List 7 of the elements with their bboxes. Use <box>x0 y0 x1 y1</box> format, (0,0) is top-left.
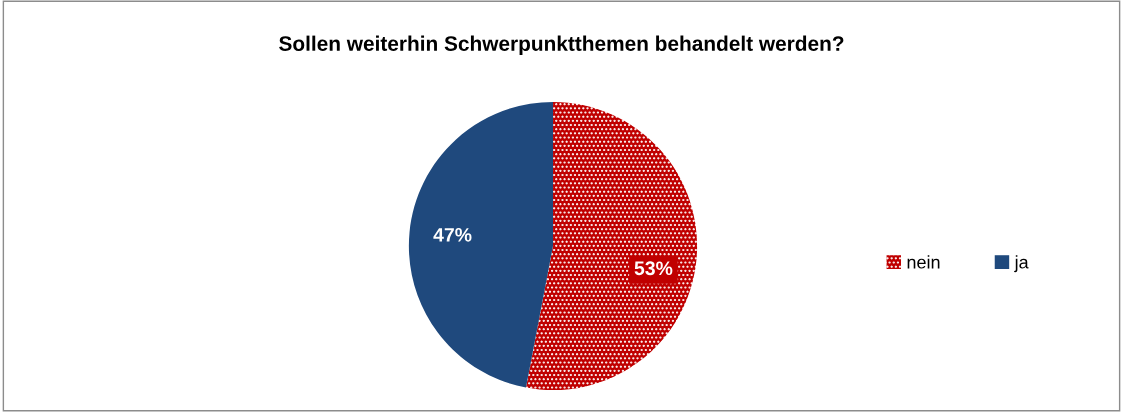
chart-title: Sollen weiterhin Schwerpunktthemen behandelt werden? <box>279 35 844 56</box>
data-label: 53% <box>634 261 673 276</box>
legend-label: ja <box>1014 255 1029 273</box>
pie-slice <box>408 101 553 388</box>
legend-label: nein <box>907 255 940 269</box>
pie-slice <box>526 101 698 391</box>
data-label: 47% <box>433 228 472 242</box>
